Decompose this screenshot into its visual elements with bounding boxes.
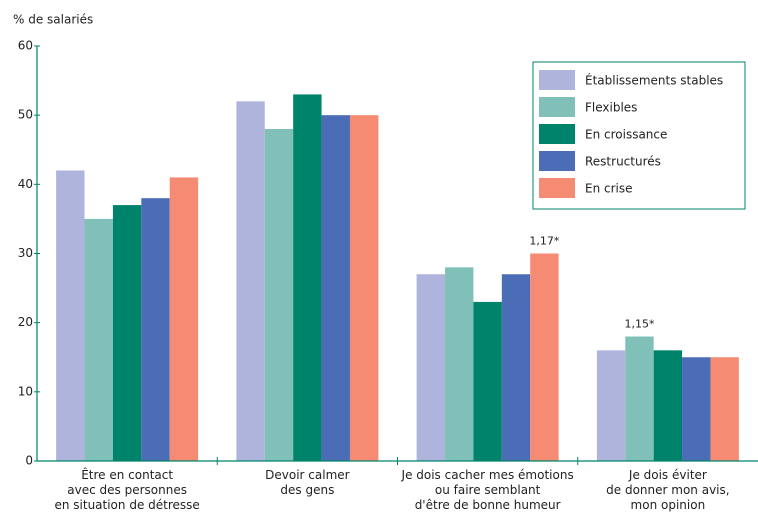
bar (501, 274, 531, 461)
y-tick-label: 10 (18, 384, 33, 398)
legend-label: Établissements stables (585, 73, 723, 88)
y-tick-label: 0 (25, 454, 33, 468)
x-tick-label-line: ou faire semblant (435, 483, 541, 497)
legend-label: Flexibles (585, 101, 637, 115)
y-tick-label: 50 (18, 108, 33, 122)
y-axis-label: % de salariés (13, 13, 93, 27)
y-tick-label: 40 (18, 177, 33, 191)
x-tick-label-line: Je dois cacher mes émotions (401, 468, 574, 482)
legend-swatch (539, 178, 575, 198)
bar (416, 274, 446, 461)
legend-swatch (539, 70, 575, 90)
bar (349, 115, 379, 462)
annotation: 1,15* (624, 318, 654, 331)
bar (84, 218, 113, 461)
bar (56, 170, 85, 461)
x-tick-label: Devoir calmer des gens (265, 468, 350, 497)
legend-swatch (539, 97, 575, 117)
bar (445, 267, 474, 461)
x-tick-label-line: de donner mon avis, (606, 483, 729, 497)
legend-label: En crise (585, 182, 633, 196)
bar (710, 357, 739, 461)
bar (596, 350, 626, 461)
bar (473, 301, 502, 461)
legend-label: En croissance (585, 128, 667, 142)
bar (653, 350, 683, 461)
bar (293, 94, 322, 462)
x-tick-label-line: Je dois éviter (628, 468, 707, 482)
x-tick-label-line: Être en contact (81, 467, 173, 482)
annotation: 1,17* (529, 235, 559, 248)
legend-label: Restructurés (585, 155, 661, 169)
bar (112, 205, 142, 461)
x-tick-label-line: des gens (280, 483, 334, 497)
bar (321, 115, 350, 462)
x-tick-label: Je dois cacher mes émotions ou faire semb… (401, 468, 574, 512)
bar (530, 253, 559, 461)
y-tick-label: 60 (18, 39, 33, 53)
legend-swatch (539, 124, 575, 144)
bar (169, 177, 199, 461)
x-tick-label-line: mon opinion (631, 498, 706, 512)
y-tick-label: 30 (18, 246, 33, 260)
x-tick-label-line: avec des personnes (67, 483, 187, 497)
x-tick-label-line: d'être de bonne humeur (415, 498, 561, 512)
legend-swatch (539, 151, 575, 171)
bar (682, 357, 711, 461)
y-tick-label: 20 (18, 315, 33, 329)
x-tick-label: Être en contact avec des personnes en situ… (54, 467, 199, 512)
bar (625, 336, 654, 461)
bar (264, 129, 294, 461)
x-tick-label: Je dois éviter de donner mon avis, mon opi… (606, 468, 729, 512)
bar (141, 198, 170, 461)
x-tick-label-line: en situation de détresse (54, 498, 199, 512)
x-tick-label-line: Devoir calmer (265, 468, 350, 482)
bar (236, 101, 265, 461)
